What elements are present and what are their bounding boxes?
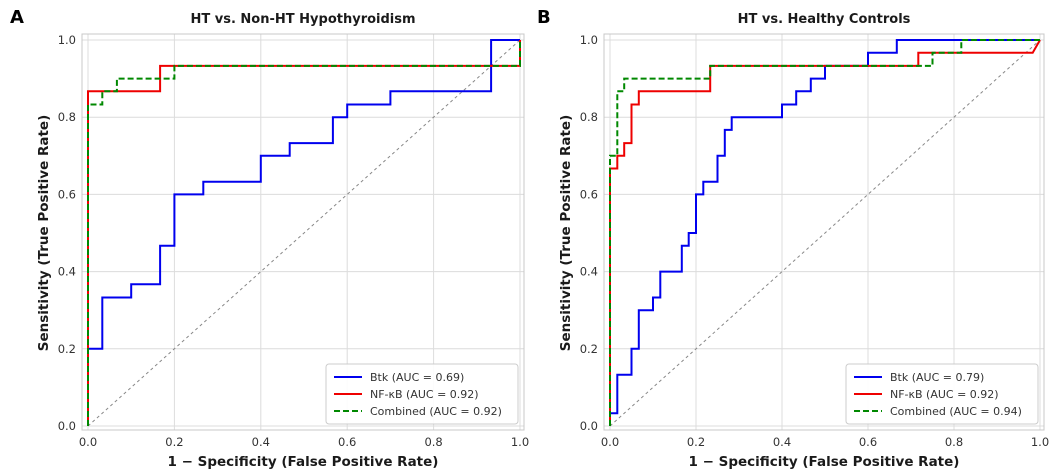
y-tick-label: 0.8 [580, 110, 598, 124]
legend: Btk (AUC = 0.79) NF-κB (AUC = 0.92) Combin… [845, 363, 1039, 425]
y-tick-label: 0.6 [58, 187, 76, 201]
y-tick-label: 0.4 [580, 265, 598, 279]
chart-title: HT vs. Non-HT Hypothyroidism [190, 12, 415, 27]
legend-entry: Btk (AUC = 0.79) [890, 371, 984, 384]
chance-diagonal [609, 39, 1041, 427]
roc-curve-nfkb [609, 39, 1041, 426]
x-tick-label: 0.8 [945, 435, 963, 449]
y-tick-label: 0.8 [58, 110, 76, 124]
roc-curve-combined [87, 40, 521, 426]
y-tick-labels: 0.0 0.2 0.4 0.6 0.8 1.0 [580, 33, 598, 433]
y-tick-label: 1.0 [58, 33, 76, 47]
x-tick-label: 0.2 [165, 435, 183, 449]
x-tick-label: 0.0 [79, 435, 97, 449]
y-tick-label: 0.0 [58, 419, 76, 433]
legend-box [845, 363, 1039, 425]
y-tick-label: 0.0 [580, 419, 598, 433]
roc-curve-btk [87, 39, 520, 426]
panel-letter: B [537, 7, 551, 28]
x-tick-label: 0.4 [252, 435, 270, 449]
chance-diagonal [87, 39, 521, 427]
grid-lines [82, 34, 524, 430]
x-tick-label: 1.0 [511, 435, 529, 449]
x-tick-label: 1.0 [1031, 435, 1049, 449]
roc-curves [609, 39, 1041, 426]
roc-curves [87, 39, 521, 426]
panel-b: B HT vs. Healthy Controls 0.0 0.2 0.4 0.6 0.… [537, 7, 1049, 469]
y-tick-label: 1.0 [580, 33, 598, 47]
panel-letter: A [10, 7, 24, 28]
legend-entry: NF-κB (AUC = 0.92) [370, 388, 479, 401]
y-tick-label: 0.6 [580, 187, 598, 201]
legend: Btk (AUC = 0.69) NF-κB (AUC = 0.92) Combin… [325, 363, 519, 425]
x-tick-labels: 0.0 0.2 0.4 0.6 0.8 1.0 [601, 435, 1049, 449]
panel-a: A HT vs. Non-HT Hypothyroidism 0.0 0.2 0.4… [10, 7, 529, 469]
y-tick-label: 0.4 [58, 265, 76, 279]
legend-entry: NF-κB (AUC = 0.92) [890, 388, 999, 401]
roc-curve-btk [609, 39, 1040, 426]
x-tick-label: 0.6 [859, 435, 877, 449]
y-axis-label: Sensitivity (True Positive Rate) [558, 115, 574, 352]
chart-title: HT vs. Healthy Controls [738, 12, 911, 27]
y-tick-labels: 0.0 0.2 0.4 0.6 0.8 1.0 [58, 33, 76, 433]
x-tick-label: 0.6 [338, 435, 356, 449]
legend-entry: Btk (AUC = 0.69) [370, 371, 464, 384]
x-tick-label: 0.2 [687, 435, 705, 449]
x-tick-label: 0.0 [601, 435, 619, 449]
legend-entry: Combined (AUC = 0.94) [890, 405, 1022, 418]
x-axis-label: 1 − Specificity (False Positive Rate) [168, 454, 439, 469]
y-tick-label: 0.2 [580, 342, 598, 356]
x-tick-labels: 0.0 0.2 0.4 0.6 0.8 1.0 [79, 435, 529, 449]
x-tick-label: 0.4 [773, 435, 791, 449]
plot-frame [603, 33, 1045, 431]
legend-box [325, 363, 519, 425]
x-tick-label: 0.8 [424, 435, 442, 449]
y-axis-label: Sensitivity (True Positive Rate) [36, 115, 52, 352]
legend-entry: Combined (AUC = 0.92) [370, 405, 502, 418]
y-tick-label: 0.2 [58, 342, 76, 356]
roc-curve-combined [609, 39, 1040, 426]
plot-frame [81, 33, 525, 431]
x-axis-label: 1 − Specificity (False Positive Rate) [689, 454, 960, 469]
